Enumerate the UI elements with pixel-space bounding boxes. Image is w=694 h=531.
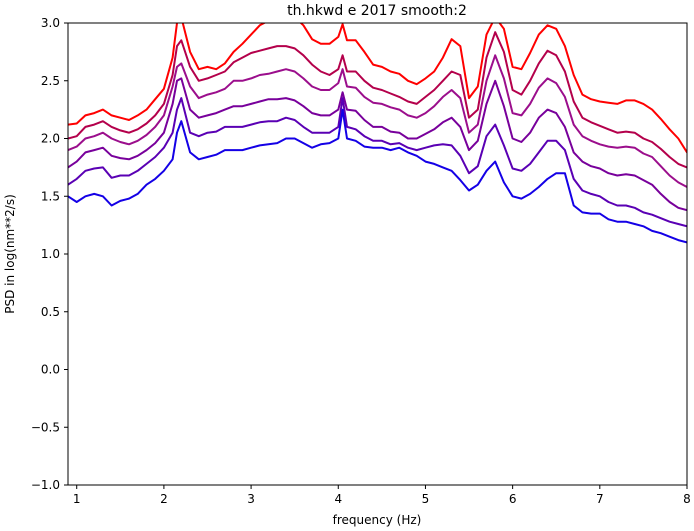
x-axis-title: frequency (Hz) [333,513,422,527]
x-axis: 1 2 3 4 5 6 7 8 [73,485,691,506]
x-tick-label: 6 [509,492,517,506]
series-line-5 [68,97,687,228]
series-line-2 [68,31,687,169]
y-tick-label: 2.5 [41,74,60,88]
series-line-6 [68,108,687,244]
x-tick-label: 4 [334,492,342,506]
y-tick-label: 0.0 [41,363,60,377]
series-line-1 [68,23,687,154]
series-line-3 [68,54,687,188]
x-tick-label: 1 [73,492,81,506]
y-tick-label: 0.5 [41,305,60,319]
y-tick-label: 1.0 [41,247,60,261]
y-axis-title: PSD in log(nm**2/s) [3,194,17,314]
y-tick-label: −1.0 [31,478,60,492]
y-tick-label: 1.5 [41,189,60,203]
y-axis: −1.0 −0.5 0.0 0.5 1.0 1.5 2.0 2.5 3.0 [31,16,68,492]
x-tick-label: 2 [160,492,168,506]
y-tick-label: 3.0 [41,16,60,30]
series-layer [68,23,687,244]
x-tick-label: 5 [422,492,430,506]
chart-title: th.hkwd e 2017 smooth:2 [287,3,467,19]
x-tick-label: 8 [683,492,691,506]
x-tick-label: 7 [596,492,604,506]
x-tick-label: 3 [247,492,255,506]
y-tick-label: 2.0 [41,132,60,146]
series-line-4 [68,77,687,212]
y-tick-label: −0.5 [31,420,60,434]
